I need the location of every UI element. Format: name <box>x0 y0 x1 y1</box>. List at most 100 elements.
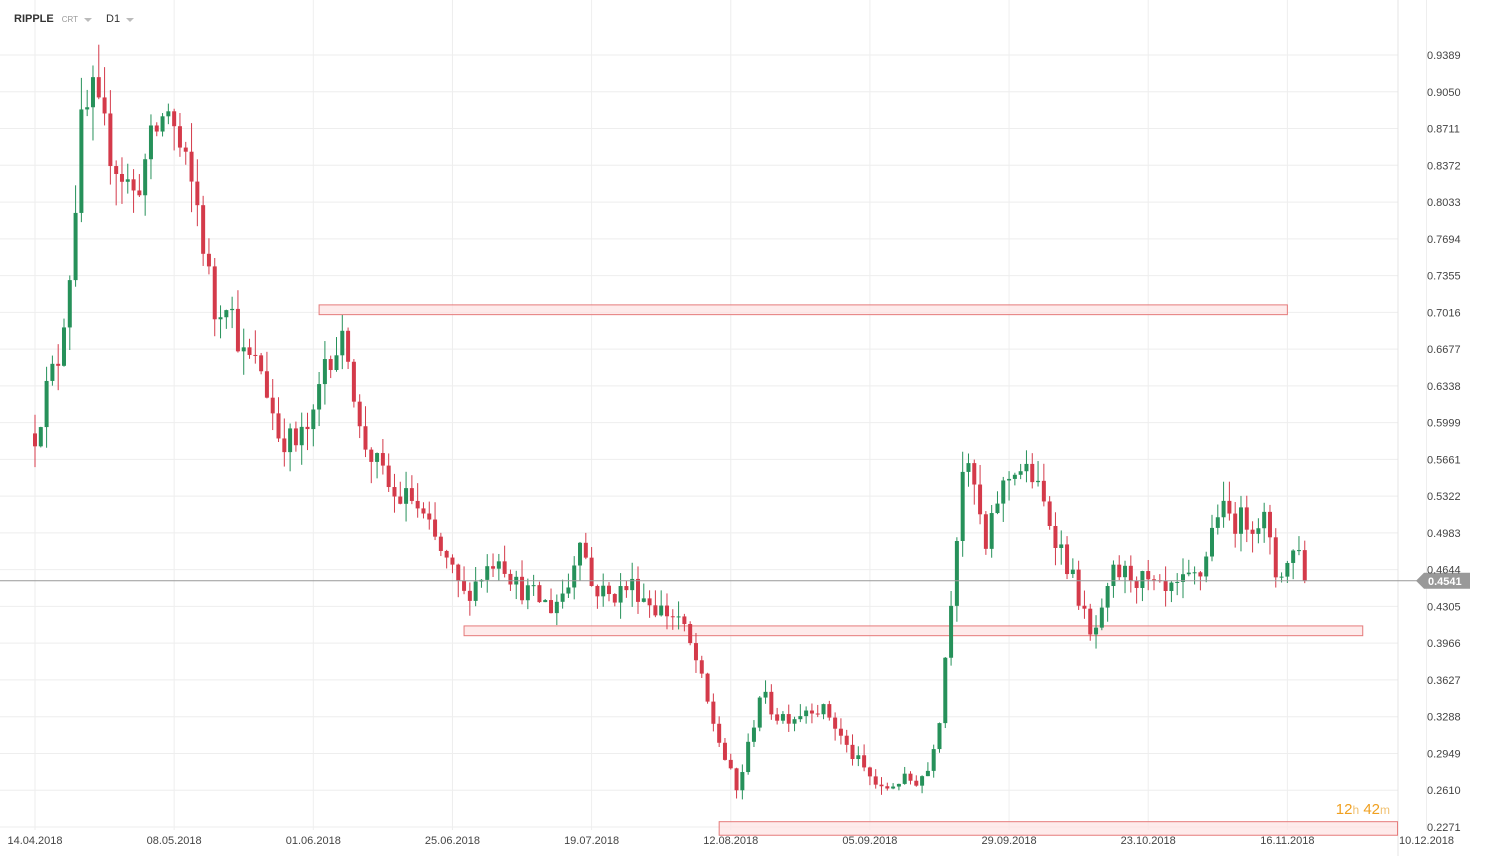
candle-body <box>937 723 942 750</box>
candle-body <box>722 742 727 760</box>
candle-body <box>914 780 919 786</box>
candle-body <box>815 713 820 715</box>
candle-body <box>1262 511 1267 529</box>
candle-body <box>293 428 298 446</box>
candle-body <box>1204 556 1209 577</box>
candle-body <box>1146 571 1151 580</box>
candle-body <box>317 384 322 410</box>
candle-body <box>85 107 90 110</box>
candle-body <box>1111 564 1116 587</box>
symbol-name[interactable]: RIPPLE <box>14 13 54 25</box>
candle-body <box>751 727 756 742</box>
y-tick-label: 0.5661 <box>1427 454 1461 466</box>
candle-body <box>351 361 356 402</box>
candle-body <box>1267 511 1272 538</box>
candle-body <box>682 616 687 625</box>
timeframe-selector[interactable]: D1 <box>106 13 121 25</box>
candle-body <box>322 359 327 385</box>
candle-body <box>288 428 293 453</box>
candle-body <box>630 578 635 591</box>
candle-body <box>282 438 287 453</box>
y-tick-label: 0.2271 <box>1427 822 1461 834</box>
candle-body <box>612 594 617 603</box>
candle-body <box>456 564 461 581</box>
timer-minutes-unit: m <box>1380 803 1390 817</box>
y-tick-label: 0.8372 <box>1427 160 1461 172</box>
candle-body <box>809 710 814 714</box>
candle-body <box>375 453 380 462</box>
candle-body <box>1279 576 1284 578</box>
candle-body <box>1238 507 1243 534</box>
candle-body <box>259 355 264 372</box>
candle-body <box>746 741 751 773</box>
candle-body <box>1018 471 1023 475</box>
x-tick-label: 19.07.2018 <box>564 835 619 847</box>
candle-body <box>1296 550 1301 552</box>
candle-body <box>201 205 206 254</box>
candle-body <box>908 773 913 781</box>
candle-body <box>780 714 785 721</box>
candle-body <box>1163 580 1168 592</box>
symbol-category: CRT <box>61 14 79 24</box>
candle-body <box>224 310 229 318</box>
y-tick-label: 0.7355 <box>1427 271 1461 283</box>
candle-body <box>763 691 768 698</box>
candle-body <box>305 426 310 430</box>
candle-body <box>172 111 177 127</box>
candle-body <box>404 488 409 504</box>
price-zone[interactable] <box>718 821 1399 836</box>
candle-body <box>380 453 385 466</box>
candle-body <box>61 327 66 366</box>
candle-body <box>520 576 525 601</box>
y-tick-label: 0.4644 <box>1427 565 1461 577</box>
candle-body <box>989 513 994 549</box>
candle-body <box>131 179 136 191</box>
candle-body <box>891 786 896 789</box>
x-tick-label: 29.09.2018 <box>982 835 1037 847</box>
candle-body <box>363 426 368 450</box>
candle-body <box>166 111 171 117</box>
candle-body <box>960 471 965 542</box>
candle-body <box>525 585 530 601</box>
candle-body <box>635 578 640 602</box>
symbol-dropdown-icon[interactable] <box>84 18 93 22</box>
candle-body <box>983 514 988 549</box>
price-zone[interactable] <box>318 304 1288 316</box>
candle-body <box>1070 569 1075 575</box>
candle-body <box>311 409 316 430</box>
price-zone[interactable] <box>463 625 1364 637</box>
candle-body <box>705 673 710 702</box>
candle-body <box>1140 571 1145 588</box>
candle-body <box>392 487 397 497</box>
candle-body <box>438 536 443 551</box>
candle-body <box>1291 550 1296 563</box>
candle-body <box>1012 474 1017 479</box>
candle-body <box>357 401 362 427</box>
candle-body <box>485 566 490 580</box>
candle-body <box>212 266 217 320</box>
y-tick-label: 0.2949 <box>1427 748 1461 760</box>
candle-body <box>786 714 791 724</box>
candle-body <box>943 657 948 724</box>
current-price-label: 0.4541 <box>1428 576 1462 588</box>
candle-body <box>1088 608 1093 635</box>
timeframe-dropdown-icon[interactable] <box>126 18 135 22</box>
candle-body <box>1123 565 1128 578</box>
candle-body <box>798 716 803 720</box>
candle-body <box>427 513 432 520</box>
candle-body <box>693 643 698 661</box>
candle-body <box>1233 513 1238 534</box>
candle-body <box>664 605 669 617</box>
candle-body <box>670 616 675 618</box>
candle-body <box>386 465 391 488</box>
candle-body <box>624 586 629 591</box>
x-tick-label: 08.05.2018 <box>147 835 202 847</box>
candle-body <box>253 354 258 356</box>
candle-body <box>235 308 240 352</box>
candle-body <box>1041 480 1046 502</box>
candle-body <box>850 744 855 760</box>
candle-body <box>676 616 681 618</box>
candle-body <box>491 566 496 569</box>
candle-body <box>1076 569 1081 606</box>
